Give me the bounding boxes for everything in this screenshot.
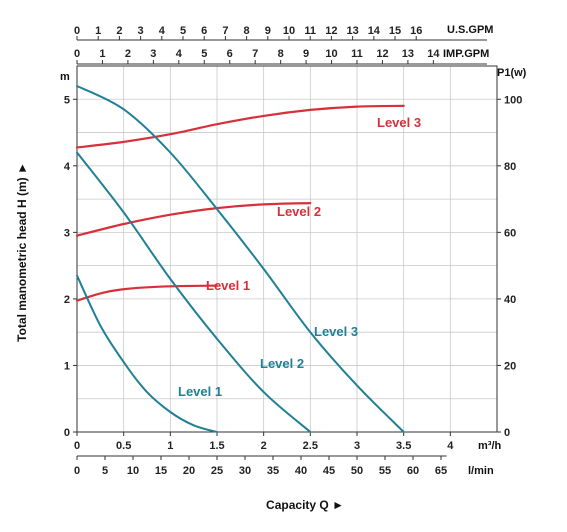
m3h-tick-label: 1 [167, 440, 173, 452]
us-gpm-tick-label: 14 [368, 25, 381, 37]
us-gpm-tick-label: 2 [116, 25, 122, 37]
lmin-tick-label: 20 [183, 465, 195, 477]
imp-gpm-tick-label: 0 [74, 48, 80, 60]
us-gpm-tick-label: 15 [389, 25, 401, 37]
imp-gpm-tick-label: 3 [150, 48, 156, 60]
us-gpm-tick-label: 10 [283, 25, 295, 37]
m3h-tick-label: 2 [261, 440, 267, 452]
y-left-tick-label: 0 [64, 427, 70, 439]
lmin-tick-label: 10 [127, 465, 139, 477]
lmin-tick-label: 30 [239, 465, 251, 477]
lmin-tick-label: 45 [323, 465, 335, 477]
curves [75, 85, 405, 433]
us-gpm-tick-label: 1 [95, 25, 101, 37]
lmin-tick-label: 60 [407, 465, 419, 477]
power-series-label-level-2: Level 2 [277, 204, 321, 219]
imp-gpm-tick-label: 13 [402, 48, 414, 60]
us-gpm-tick-label: 13 [346, 25, 358, 37]
us-gpm-tick-label: 0 [74, 25, 80, 37]
us-gpm-tick-label: 11 [304, 25, 316, 37]
m3h-unit-label: m³/h [478, 440, 502, 452]
lmin-tick-label: 5 [102, 465, 108, 477]
y-right-tick-label: 0 [504, 427, 510, 439]
m3h-tick-label: 2.5 [303, 440, 318, 452]
us-gpm-tick-label: 3 [138, 25, 144, 37]
plot-frame [76, 65, 498, 433]
head-curve-level-3 [76, 85, 405, 433]
imp-gpm-tick-label: 12 [376, 48, 388, 60]
lmin-tick-label: 55 [379, 465, 391, 477]
y-right-tick-label: 100 [504, 94, 522, 106]
head-series-label-level-2: Level 2 [260, 356, 304, 371]
us-gpm-tick-label: 16 [410, 25, 422, 37]
y-right-tick-label: 60 [504, 227, 516, 239]
imp-gpm-tick-label: 1 [99, 48, 105, 60]
m3h-tick-label: 0.5 [116, 440, 131, 452]
us-gpm-tick-label: 5 [180, 25, 186, 37]
y2-unit-label: P1(w) [497, 67, 527, 79]
y-right-tick-label: 80 [504, 161, 516, 173]
us-gpm-tick-label: 4 [159, 25, 166, 37]
lmin-tick-label: 0 [74, 465, 80, 477]
lmin-tick-label: 25 [211, 465, 223, 477]
y-axis-title: Total manometric head H (m) ► [15, 162, 29, 342]
head-series-label-level-3: Level 3 [314, 324, 358, 339]
y-left-tick-label: 3 [64, 227, 70, 239]
us-gpm-tick-label: 8 [244, 25, 250, 37]
grid [77, 66, 497, 432]
m3h-tick-label: 0 [74, 440, 80, 452]
lmin-tick-label: 35 [267, 465, 279, 477]
imp-gpm-tick-label: 2 [125, 48, 131, 60]
y-left-tick-label: 4 [64, 161, 71, 173]
power-curve-level-3 [75, 104, 405, 149]
power-series-label-level-3: Level 3 [377, 115, 421, 130]
imp-gpm-tick-label: 8 [278, 48, 284, 60]
m3h-tick-label: 1.5 [209, 440, 224, 452]
head-curve-level-2 [76, 151, 312, 433]
imp-gpm-tick-label: 11 [351, 48, 363, 60]
y-right-tick-label: 40 [504, 294, 516, 306]
y-unit-label: m [60, 71, 70, 83]
imp-gpm-tick-label: 5 [201, 48, 207, 60]
lmin-tick-label: 40 [295, 465, 307, 477]
lmin-tick-label: 15 [155, 465, 167, 477]
imp-gpm-tick-label: 14 [427, 48, 440, 60]
y-left-tick-label: 1 [64, 360, 70, 372]
us-gpm-tick-label: 7 [222, 25, 228, 37]
imp-gpm-tick-label: 10 [325, 48, 337, 60]
m3h-tick-label: 4 [447, 440, 454, 452]
us-gpm-tick-label: 12 [325, 25, 337, 37]
y-left-tick-label: 5 [64, 94, 70, 106]
imp-gpm-tick-label: 9 [303, 48, 309, 60]
power-curve-level-1 [75, 284, 219, 302]
imp-gpm-tick-label: 6 [227, 48, 233, 60]
usgpm-unit-label: U.S.GPM [447, 24, 493, 36]
imp-gpm-tick-label: 4 [176, 48, 183, 60]
m3h-tick-label: 3.5 [396, 440, 411, 452]
tick-labels: 0 1 2 3 4 5 6 7 8 9 10 11 12 13 14 15 160 1 2 3 4 5 6 7 8 9 10 11 12… [64, 25, 522, 477]
m3h-tick-label: 3 [354, 440, 360, 452]
x-axis-title: Capacity Q ► [266, 498, 344, 512]
us-gpm-tick-label: 6 [201, 25, 207, 37]
head-curve-level-1 [76, 274, 218, 433]
lmin-tick-label: 65 [435, 465, 447, 477]
y-left-tick-label: 2 [64, 294, 70, 306]
power-series-label-level-1: Level 1 [206, 278, 250, 293]
impgpm-unit-label: IMP.GPM [443, 48, 489, 60]
us-gpm-tick-label: 9 [265, 25, 271, 37]
y-right-tick-label: 20 [504, 360, 516, 372]
head-series-label-level-1: Level 1 [178, 384, 222, 399]
power-curve-level-2 [75, 202, 312, 237]
axes [73, 36, 501, 460]
lmin-unit-label: l/min [468, 465, 494, 477]
imp-gpm-tick-label: 7 [252, 48, 258, 60]
lmin-tick-label: 50 [351, 465, 363, 477]
